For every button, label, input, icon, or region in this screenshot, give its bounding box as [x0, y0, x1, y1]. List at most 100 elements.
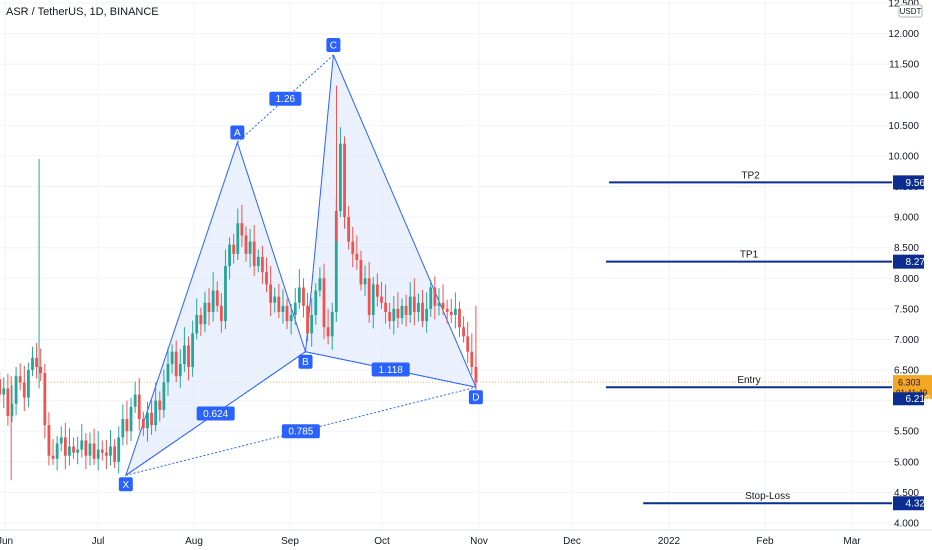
- candle-body: [437, 302, 441, 306]
- candle: [92, 428, 96, 465]
- candle-body: [248, 241, 252, 254]
- candle: [207, 288, 211, 326]
- candle-body: [31, 357, 34, 371]
- candle-body: [449, 311, 453, 315]
- candle-body: [51, 455, 55, 459]
- candle: [183, 327, 186, 372]
- candle-body: [363, 278, 367, 285]
- time-tick-label: Jun: [0, 536, 13, 547]
- candle: [31, 346, 34, 377]
- candle-body: [170, 351, 174, 364]
- ratio-label-bg: [196, 406, 235, 421]
- candle-body: [400, 305, 404, 319]
- candle: [302, 278, 305, 318]
- candle-body: [219, 305, 223, 322]
- ratio-label: 0.624: [196, 406, 235, 421]
- candle-body: [404, 305, 408, 315]
- candle: [425, 292, 429, 333]
- pattern-point-a: A: [230, 125, 245, 140]
- candle: [174, 340, 178, 383]
- pattern-point-d-text: D: [472, 393, 479, 404]
- price-tick-label: 11.500: [889, 60, 919, 71]
- candle-body: [462, 327, 465, 337]
- level-price-badge-bg: [893, 175, 924, 190]
- candle-body: [421, 302, 424, 322]
- candle: [470, 333, 474, 375]
- level-stop-loss: Stop-Loss: [643, 491, 892, 505]
- pattern-point-b: B: [298, 354, 313, 369]
- candle: [113, 439, 117, 468]
- candle-body: [10, 403, 14, 416]
- candle: [105, 439, 108, 470]
- candle-body: [72, 446, 75, 453]
- candle: [277, 283, 281, 319]
- candle: [6, 373, 10, 426]
- candle: [326, 308, 330, 345]
- candle: [154, 382, 158, 432]
- candle-body: [96, 449, 100, 459]
- candle-body: [137, 394, 141, 419]
- candle-body: [339, 143, 342, 211]
- candle: [100, 440, 104, 461]
- candle: [375, 273, 379, 307]
- candle-body: [117, 437, 121, 462]
- current-price-value: 6.303: [898, 378, 921, 388]
- candle: [297, 269, 301, 309]
- candle-body: [162, 382, 166, 410]
- candle-body: [232, 244, 236, 254]
- candle: [35, 343, 39, 379]
- pattern-point-a-bg: [230, 125, 245, 140]
- candle: [14, 367, 18, 416]
- candle: [388, 302, 392, 330]
- candle: [363, 265, 367, 297]
- candle: [150, 398, 153, 435]
- candle: [351, 226, 355, 268]
- price-tick-label: 7.000: [894, 335, 919, 346]
- candle: [273, 287, 277, 313]
- candle-body: [211, 290, 215, 312]
- candle-body: [244, 235, 248, 254]
- candle-body: [458, 308, 461, 328]
- time-axis[interactable]: Jun Jul Aug Sep Oct Nov Dec 2022 Feb Mar: [0, 529, 932, 547]
- candle: [43, 363, 47, 439]
- candle-body: [203, 302, 207, 325]
- candle-body: [277, 296, 281, 312]
- candle: [256, 249, 260, 273]
- candle-body: [330, 311, 334, 337]
- currency-unit-badge: USDT: [898, 4, 923, 18]
- candle: [125, 400, 129, 445]
- candle: [359, 250, 363, 291]
- candle: [84, 433, 88, 470]
- candle: [47, 412, 51, 466]
- candle-body: [347, 217, 351, 242]
- candle-body: [195, 315, 199, 334]
- candle: [314, 283, 318, 325]
- pattern-point-c: C: [326, 38, 341, 52]
- candle-body: [289, 315, 293, 322]
- candle-body: [293, 302, 297, 315]
- candle-body: [384, 302, 387, 312]
- candle: [187, 336, 190, 381]
- candle-body: [88, 443, 92, 456]
- candle: [458, 301, 461, 338]
- candle: [367, 261, 371, 323]
- candle-body: [261, 256, 264, 273]
- candle-body: [174, 351, 178, 377]
- level-price-badge-text: 4.323: [905, 499, 930, 510]
- candle-body: [375, 284, 379, 297]
- time-tick-label: Jul: [92, 536, 105, 547]
- candle-body: [453, 308, 457, 315]
- ratio-label-text: 0.785: [288, 427, 313, 438]
- harmonic-pattern: [124, 54, 477, 477]
- candle: [322, 263, 326, 339]
- candle-body: [150, 412, 153, 426]
- price-axis[interactable]: 4.0004.5005.0005.5006.0006.5007.0007.500…: [888, 0, 932, 530]
- level-label: TP1: [740, 250, 759, 261]
- candle: [55, 436, 59, 471]
- candle-body: [269, 284, 273, 303]
- candle-body: [158, 400, 162, 410]
- candle-body: [2, 388, 6, 395]
- level-tp1: TP1: [606, 250, 892, 263]
- pattern-point-d-bg: [468, 390, 483, 405]
- candle: [281, 289, 285, 324]
